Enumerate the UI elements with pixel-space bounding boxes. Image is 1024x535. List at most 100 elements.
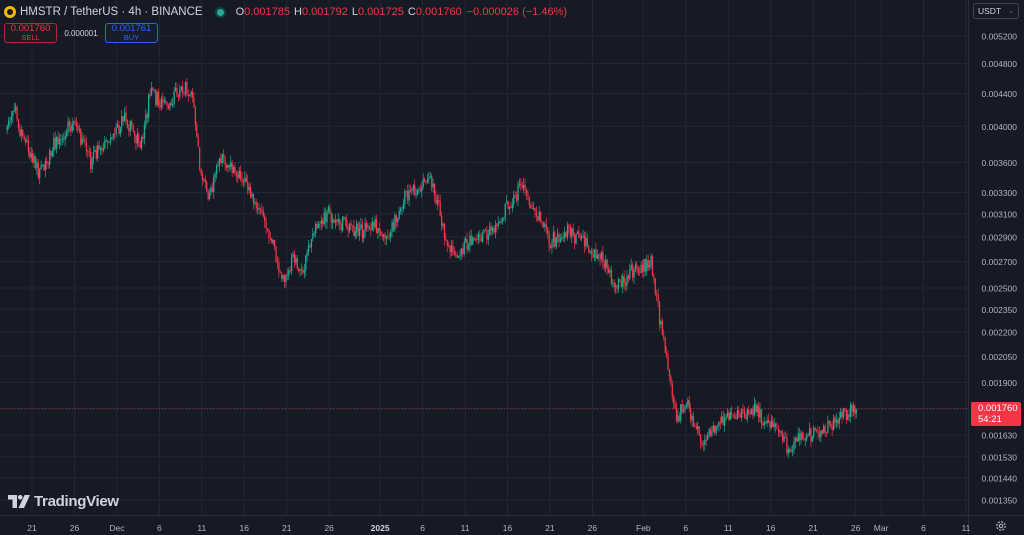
currency-select[interactable]: USDT ⌄	[973, 3, 1019, 19]
candle-body	[302, 270, 304, 273]
time-tick-label: 21	[808, 523, 818, 533]
candle-body	[786, 437, 788, 454]
candle-body	[749, 412, 751, 415]
candle-body	[245, 178, 247, 182]
candle-body	[370, 228, 372, 231]
candle-body	[354, 231, 356, 236]
candle-body	[848, 414, 850, 417]
candle-body	[776, 427, 778, 429]
candle-body	[330, 214, 332, 223]
candle-body	[677, 415, 679, 422]
candle-body	[23, 135, 25, 139]
candle-body	[374, 219, 376, 228]
candle-body	[357, 223, 359, 236]
time-tick-label: 11	[962, 523, 971, 533]
candle-body	[571, 228, 573, 237]
candle-body	[126, 119, 129, 128]
candle-body	[128, 127, 130, 132]
candle-body	[770, 420, 773, 428]
candle-body	[276, 261, 279, 263]
candle-body	[755, 403, 757, 412]
candle-body	[361, 224, 364, 239]
candle-body	[210, 187, 212, 193]
candle-body	[353, 225, 355, 236]
candle-body	[296, 258, 298, 269]
candle-body	[286, 274, 289, 276]
candle-body	[131, 120, 133, 127]
candle-body	[583, 235, 586, 247]
time-tick-label: 16	[766, 523, 776, 533]
candle-body	[285, 274, 287, 283]
candle-body	[797, 433, 799, 442]
candle-body	[173, 91, 175, 105]
candle-body	[673, 396, 675, 404]
candle-body	[610, 269, 613, 285]
candle-body	[259, 208, 262, 211]
candle-body	[646, 260, 648, 272]
candle-body	[665, 352, 668, 357]
candle-body	[85, 142, 88, 152]
candle-body	[688, 400, 690, 409]
spread-value: 0.000001	[64, 28, 98, 38]
candle-body	[630, 265, 632, 270]
candle-body	[794, 437, 797, 442]
candle-body	[636, 264, 638, 269]
candle-body	[523, 184, 525, 188]
candle-body	[394, 214, 396, 230]
candle-body	[416, 189, 419, 194]
candle-body	[450, 245, 453, 253]
time-tick-label: Dec	[109, 523, 125, 533]
candle-body	[476, 239, 478, 241]
candle-body	[198, 146, 201, 169]
candle-body	[750, 409, 753, 415]
candle-body	[467, 246, 470, 250]
candle-body	[511, 204, 514, 209]
sell-button[interactable]: 0.001760 SELL	[4, 23, 57, 43]
gear-icon[interactable]	[995, 520, 1007, 532]
candle-body	[221, 154, 223, 164]
candle-body	[722, 416, 724, 426]
candle-body	[457, 255, 460, 258]
candle-body	[442, 223, 444, 227]
candle-body	[830, 423, 832, 428]
candle-body	[649, 265, 651, 268]
candle-body	[254, 202, 256, 203]
candle-body	[51, 151, 54, 156]
candle-body	[292, 253, 294, 258]
candle-body	[622, 276, 624, 287]
candle-body	[332, 219, 334, 223]
candle-body	[779, 431, 781, 433]
tradingview-logo[interactable]: TradingView	[8, 493, 119, 510]
candle-body	[603, 263, 606, 268]
candle-body	[129, 120, 131, 132]
candle-body	[743, 409, 746, 418]
candle-body	[455, 254, 457, 256]
candle-body	[530, 205, 532, 208]
candle-body	[837, 419, 839, 424]
candle-body	[156, 91, 158, 106]
candle-body	[682, 410, 685, 412]
candle-body	[453, 251, 456, 255]
time-tick-label: Feb	[636, 523, 651, 533]
candle-body	[551, 241, 553, 249]
price-tick-label: 0.004800	[982, 59, 1018, 69]
candle-body	[844, 408, 846, 411]
candle-body	[368, 226, 371, 229]
candle-body	[606, 259, 608, 269]
candle-body	[271, 238, 273, 244]
buy-button[interactable]: 0.001761 BUY	[105, 23, 158, 43]
candle-body	[186, 81, 188, 94]
candle-body	[248, 186, 250, 191]
candle-body	[835, 419, 838, 423]
symbol-title[interactable]: HMSTR / TetherUS · 4h · BINANCE	[20, 6, 203, 18]
candle-body	[36, 162, 38, 169]
candle-body	[237, 174, 239, 178]
candle-body	[299, 269, 301, 271]
candle-body	[298, 268, 300, 271]
candle-body	[489, 226, 491, 236]
candle-body	[466, 238, 468, 250]
candle-body	[589, 250, 591, 252]
candle-body	[203, 179, 205, 180]
candle-body	[213, 176, 215, 192]
